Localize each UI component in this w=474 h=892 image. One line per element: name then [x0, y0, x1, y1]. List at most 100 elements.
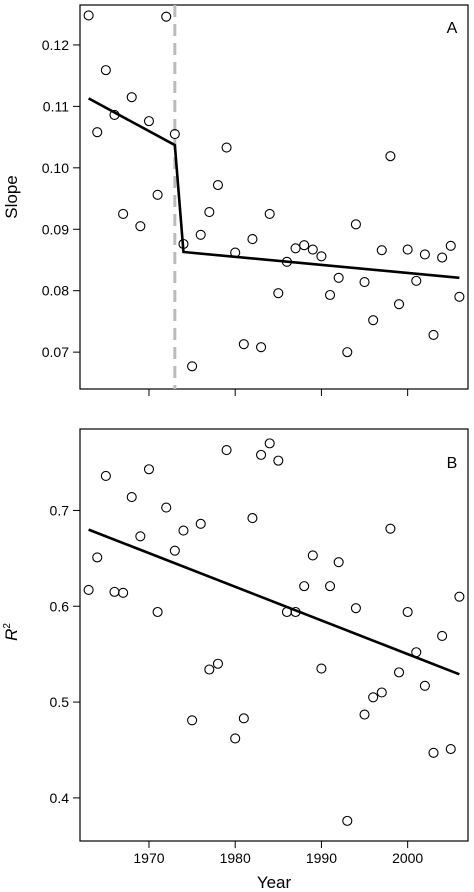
panel-b-ytick-label: 0.7 — [50, 502, 70, 518]
panel-b-point — [126, 491, 137, 503]
panel-a-point — [428, 329, 439, 340]
panel-a-point — [402, 244, 413, 255]
panel-a-point — [290, 243, 301, 254]
panel-b-point — [118, 587, 129, 598]
panel-a-point — [385, 151, 396, 162]
panel-a-fit-line — [88, 97, 460, 280]
panel-b-point — [264, 438, 275, 449]
panel-b-point — [143, 464, 155, 475]
panel-a-point — [187, 361, 198, 372]
panel-b-ytick-label: 0.6 — [50, 598, 70, 614]
panel-b-point — [195, 518, 206, 529]
panel-b-ytick-label: 0.4 — [50, 790, 70, 806]
panel-b-point — [299, 581, 310, 592]
panel-b-point — [402, 606, 413, 618]
panel-b-point — [247, 513, 258, 524]
panel-b-ytick-label: 0.5 — [50, 694, 70, 710]
panel-b-point — [393, 667, 405, 678]
panel-b-point — [169, 545, 180, 556]
panel-a-ytick-label: 0.08 — [42, 283, 69, 299]
panel-a-point — [247, 234, 258, 245]
panel-b-point — [204, 664, 215, 675]
panel-b-point — [92, 552, 103, 563]
panel-b-point — [307, 550, 318, 561]
panel-b-point — [109, 586, 120, 597]
panel-b-point — [316, 663, 327, 674]
panel-a-point — [411, 275, 422, 286]
panel-b-point — [428, 747, 439, 758]
panel-a-point — [445, 240, 456, 251]
panel-a-point — [350, 219, 361, 230]
panel-b-point — [342, 815, 353, 826]
panel-a-point — [256, 342, 267, 353]
panel-a-point — [368, 315, 379, 326]
panel-a-point — [393, 299, 405, 310]
panel-a-point — [221, 142, 232, 153]
panel-a-label: A — [447, 20, 458, 37]
panel-a-ylabel: Slope — [2, 175, 21, 218]
panel-b-point — [359, 709, 370, 720]
panel-b-point — [187, 715, 198, 726]
panel-a-point — [195, 229, 206, 240]
panel-a-point — [135, 221, 146, 232]
panel-a-point — [273, 288, 284, 299]
panel-a-point — [118, 208, 129, 219]
panel-a-frame — [79, 4, 469, 390]
panel-b-ylabel-sup: 2 — [2, 623, 13, 629]
panel-a-point — [333, 272, 344, 283]
panel-a-point — [126, 92, 137, 103]
panel-b-point — [333, 557, 344, 568]
panel-b-label: B — [447, 455, 458, 472]
panel-a-point — [454, 291, 465, 302]
panel-b-point — [178, 525, 189, 536]
panel-a-point — [316, 251, 327, 262]
panel-a-ytick-label: 0.09 — [42, 221, 69, 237]
panel-a-point — [342, 347, 353, 358]
panel-a-ytick-label: 0.12 — [42, 37, 69, 53]
panel-b-point — [324, 581, 336, 592]
panel-a-point — [437, 252, 448, 263]
panel-a-point — [161, 11, 172, 22]
panel-b-point — [376, 687, 387, 698]
panel-a-point — [212, 179, 224, 191]
panel-b-point — [273, 455, 284, 466]
panel-a: Slope A 0.07 0.08 0.09 0.10 0.11 0.12 — [2, 4, 469, 396]
panel-b-point — [83, 584, 94, 596]
panel-b-point — [256, 449, 267, 460]
panel-a-ytick-label: 0.11 — [43, 98, 69, 114]
panel-a-point — [83, 10, 94, 21]
panel-b-point — [135, 531, 146, 542]
panel-a-ytick-label: 0.10 — [42, 160, 69, 176]
panel-b-point — [419, 680, 430, 691]
panel-b-xtick-label: 1980 — [220, 850, 251, 866]
panel-a-point — [238, 339, 249, 350]
panel-b: R2 B Year 1970 1980 1990 2000 0.4 0.5 0.6 0.7 — [2, 428, 469, 892]
panel-b-point — [437, 630, 448, 642]
panel-b-frame — [79, 428, 469, 842]
panel-a-point — [92, 127, 103, 138]
panel-b-xlabel: Year — [257, 873, 292, 892]
panel-b-point — [221, 445, 232, 456]
panel-b-point — [212, 658, 224, 669]
panel-b-point — [152, 606, 163, 618]
panel-a-point — [419, 249, 430, 260]
panel-a-point — [376, 245, 387, 256]
panel-b-xtick-label: 1970 — [133, 850, 164, 866]
panel-b-point — [230, 733, 241, 744]
panel-b-point — [161, 502, 172, 513]
panel-b-point — [100, 470, 111, 481]
panel-b-point — [385, 523, 396, 534]
panel-a-point — [100, 65, 111, 76]
panel-b-point — [368, 692, 379, 703]
panel-a-point — [143, 116, 155, 127]
panel-b-ylabel: R2 — [2, 623, 21, 641]
panel-a-point — [204, 207, 215, 218]
panel-a-point — [169, 128, 180, 140]
panel-a-point — [152, 189, 163, 200]
panel-b-point — [445, 743, 456, 755]
panel-a-point — [307, 244, 318, 255]
panel-b-point — [454, 591, 465, 602]
panel-a-ytick-label: 0.07 — [42, 344, 69, 360]
panel-b-point — [350, 603, 361, 614]
